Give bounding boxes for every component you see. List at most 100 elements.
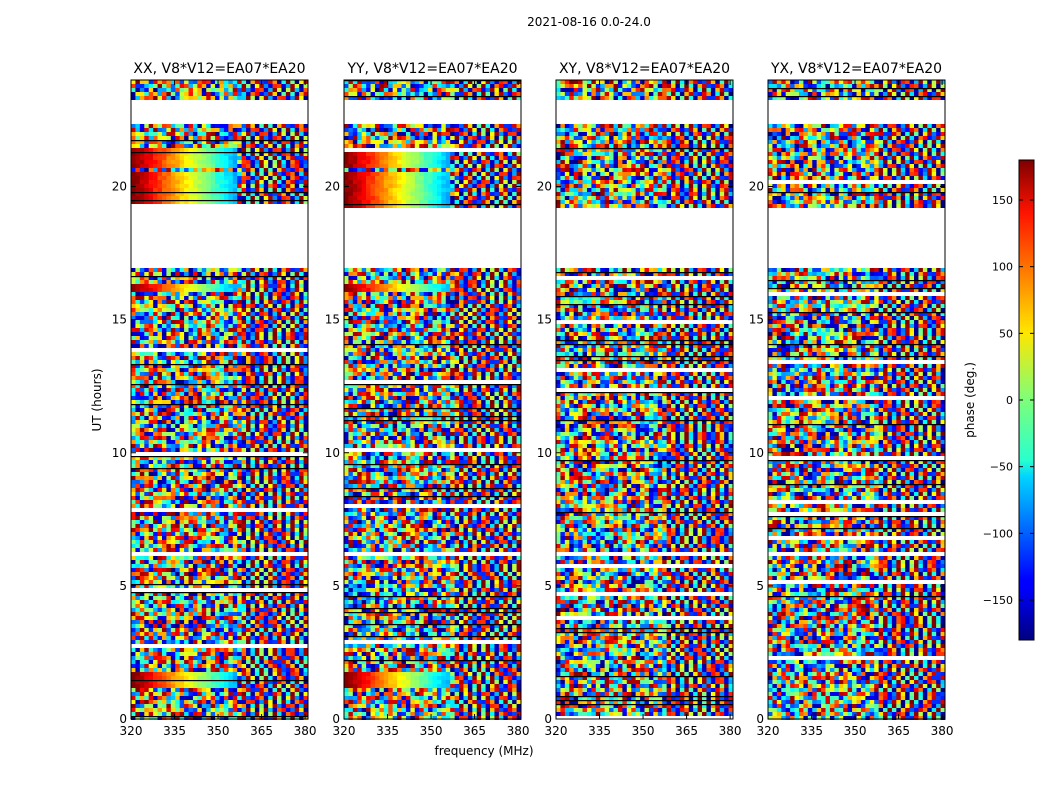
heatmap-cell <box>233 556 238 560</box>
heatmap-cell <box>215 632 220 636</box>
heatmap-cell <box>131 548 136 552</box>
heatmap-cell <box>220 496 225 500</box>
heatmap-cell <box>224 360 229 364</box>
heatmap-cell <box>237 532 242 536</box>
heatmap-cell <box>277 340 282 344</box>
heatmap-cell <box>206 308 211 312</box>
heatmap-cell <box>290 612 295 616</box>
heatmap-cell <box>211 316 216 320</box>
heatmap-cell <box>189 556 194 560</box>
heatmap-cell <box>299 124 304 128</box>
heatmap-cell <box>144 572 149 576</box>
heatmap-cell <box>259 180 264 184</box>
heatmap-cell <box>299 128 304 132</box>
heatmap-cell <box>144 460 149 464</box>
heatmap-cell <box>299 352 304 356</box>
heatmap-cell <box>250 608 255 612</box>
heatmap-cell <box>228 604 233 608</box>
heatmap-cell <box>193 332 198 336</box>
heatmap-cell <box>166 520 171 524</box>
heatmap-cell <box>259 428 264 432</box>
heatmap-cell <box>135 536 140 540</box>
heatmap-cell <box>228 520 233 524</box>
heatmap-cell <box>237 420 242 424</box>
heatmap-cell <box>202 608 207 612</box>
heatmap-cell <box>268 616 273 620</box>
heatmap-cell <box>140 160 145 164</box>
heatmap-cell <box>202 164 207 168</box>
heatmap-cell <box>131 512 136 516</box>
heatmap-cell <box>131 388 136 392</box>
heatmap-cell <box>233 656 238 660</box>
heatmap-cell <box>184 336 189 340</box>
heatmap-cell <box>211 688 216 692</box>
heatmap-cell <box>153 324 158 328</box>
heatmap-cell <box>268 184 273 188</box>
heatmap-cell <box>228 128 233 132</box>
heatmap-cell <box>144 560 149 564</box>
heatmap-cell <box>135 612 140 616</box>
heatmap-cell <box>215 360 220 364</box>
heatmap-cell <box>140 180 145 184</box>
heatmap-cell <box>140 556 145 560</box>
heatmap-cell <box>158 376 163 380</box>
heatmap-cell <box>184 164 189 168</box>
heatmap-cell <box>135 372 140 376</box>
heatmap-cell <box>224 668 229 672</box>
heatmap-cell <box>180 596 185 600</box>
heatmap-cell <box>153 376 158 380</box>
heatmap-cell <box>233 484 238 488</box>
heatmap-cell <box>233 156 238 160</box>
heatmap-cell <box>171 648 176 652</box>
heatmap-cell <box>189 624 194 628</box>
heatmap-cell <box>299 388 304 392</box>
heatmap-cell <box>290 636 295 640</box>
heatmap-cell <box>197 448 202 452</box>
heatmap-cell <box>246 148 251 152</box>
heatmap-cell <box>246 320 251 324</box>
heatmap-cell <box>171 124 176 128</box>
heatmap-cell <box>220 172 225 176</box>
heatmap-cell <box>224 684 229 688</box>
heatmap-cell <box>193 620 198 624</box>
heatmap-cell <box>211 340 216 344</box>
heatmap-cell <box>193 556 198 560</box>
heatmap-cell <box>224 576 229 580</box>
heatmap-cell <box>162 636 167 640</box>
heatmap-cell <box>158 664 163 668</box>
heatmap-cell <box>259 516 264 520</box>
heatmap-cell <box>264 184 269 188</box>
heatmap-cell <box>255 684 260 688</box>
heatmap-cell <box>193 668 198 672</box>
heatmap-cell <box>250 380 255 384</box>
heatmap-cell <box>206 512 211 516</box>
heatmap-cell <box>290 528 295 532</box>
heatmap-cell <box>158 180 163 184</box>
heatmap-cell <box>286 532 291 536</box>
heatmap-cell <box>171 176 176 180</box>
heatmap-cell <box>237 476 242 480</box>
heatmap-cell <box>246 188 251 192</box>
heatmap-cell <box>206 656 211 660</box>
heatmap-cell <box>290 296 295 300</box>
heatmap-cell <box>290 268 295 272</box>
heatmap-cell <box>206 388 211 392</box>
heatmap-cell <box>211 620 216 624</box>
heatmap-cell <box>295 488 300 492</box>
heatmap-cell <box>246 488 251 492</box>
heatmap-cell <box>268 156 273 160</box>
heatmap-cell <box>237 528 242 532</box>
heatmap-cell <box>286 660 291 664</box>
heatmap-cell <box>158 400 163 404</box>
heatmap-cell <box>242 664 247 668</box>
heatmap-cell <box>268 564 273 568</box>
heatmap-cell <box>171 632 176 636</box>
heatmap-cell <box>255 512 260 516</box>
heatmap-cell <box>175 84 180 88</box>
heatmap-cell <box>233 392 238 396</box>
heatmap-cell <box>277 128 282 132</box>
heatmap-cell <box>273 496 278 500</box>
heatmap-cell <box>197 312 202 316</box>
heatmap-cell <box>135 544 140 548</box>
heatmap-cell <box>255 356 260 360</box>
